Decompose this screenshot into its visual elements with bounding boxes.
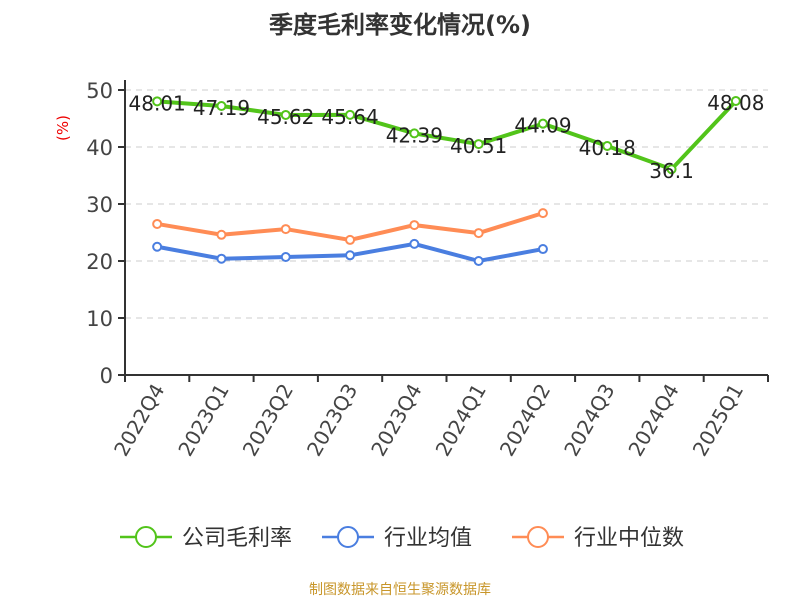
- data-point[interactable]: [216, 229, 227, 240]
- data-label: 44.09: [514, 114, 571, 138]
- series-line: [157, 99, 738, 172]
- x-tick-label: 2024Q1: [431, 380, 491, 461]
- data-point[interactable]: [345, 109, 356, 120]
- x-tick-label: 2023Q1: [173, 380, 233, 461]
- y-tick-label: 40: [86, 136, 113, 160]
- data-label: 48.01: [129, 91, 186, 115]
- x-tick-label: 2024Q4: [623, 380, 683, 461]
- y-tick-label: 30: [86, 193, 113, 217]
- x-tick-label: 2023Q4: [366, 380, 426, 461]
- data-label: 42.39: [386, 123, 443, 147]
- x-tick-label: 2025Q1: [688, 380, 748, 461]
- data-point[interactable]: [280, 252, 291, 263]
- y-tick-label: 10: [86, 307, 113, 331]
- legend-label[interactable]: 行业均值: [384, 526, 472, 551]
- x-tick-label: 2024Q2: [495, 380, 555, 461]
- x-tick-label: 2024Q3: [559, 380, 619, 461]
- legend-marker[interactable]: [527, 526, 549, 548]
- data-label: 47.19: [193, 96, 250, 120]
- data-label: 36.1: [649, 159, 694, 183]
- y-axis-label: (%): [54, 115, 72, 141]
- data-point[interactable]: [152, 241, 163, 252]
- data-point[interactable]: [216, 253, 227, 264]
- legend-marker[interactable]: [135, 526, 157, 548]
- data-point[interactable]: [602, 140, 613, 151]
- data-point[interactable]: [537, 208, 548, 219]
- data-point[interactable]: [280, 224, 291, 235]
- data-point[interactable]: [345, 250, 356, 261]
- data-point[interactable]: [730, 95, 741, 106]
- data-label: 40.51: [450, 134, 507, 158]
- data-point[interactable]: [280, 109, 291, 120]
- chart-title: 季度毛利率变化情况(%): [269, 11, 531, 39]
- data-label: 40.18: [579, 136, 636, 160]
- data-point[interactable]: [666, 164, 677, 175]
- data-point[interactable]: [409, 128, 420, 139]
- data-point[interactable]: [473, 228, 484, 239]
- data-point[interactable]: [152, 96, 163, 107]
- y-tick-label: 0: [100, 364, 113, 388]
- data-point[interactable]: [409, 238, 420, 249]
- legend-label[interactable]: 行业中位数: [574, 526, 684, 551]
- x-tick-label: 2023Q3: [302, 380, 362, 461]
- y-tick-label: 50: [86, 79, 113, 103]
- data-point[interactable]: [216, 101, 227, 112]
- data-point[interactable]: [409, 220, 420, 231]
- source-note: 制图数据来自恒生聚源数据库: [309, 582, 491, 598]
- y-tick-label: 20: [86, 250, 113, 274]
- legend-label[interactable]: 公司毛利率: [182, 526, 292, 551]
- data-label: 48.08: [707, 91, 764, 115]
- data-label: 45.62: [257, 105, 314, 129]
- x-tick-label: 2022Q4: [109, 380, 169, 461]
- data-point[interactable]: [473, 256, 484, 266]
- legend-marker[interactable]: [337, 526, 359, 548]
- data-point[interactable]: [345, 234, 356, 245]
- data-point[interactable]: [537, 118, 548, 129]
- data-point[interactable]: [473, 139, 484, 150]
- data-point[interactable]: [537, 244, 548, 255]
- x-tick-label: 2023Q2: [238, 380, 298, 461]
- data-label: 45.64: [321, 105, 378, 129]
- data-point[interactable]: [152, 218, 163, 229]
